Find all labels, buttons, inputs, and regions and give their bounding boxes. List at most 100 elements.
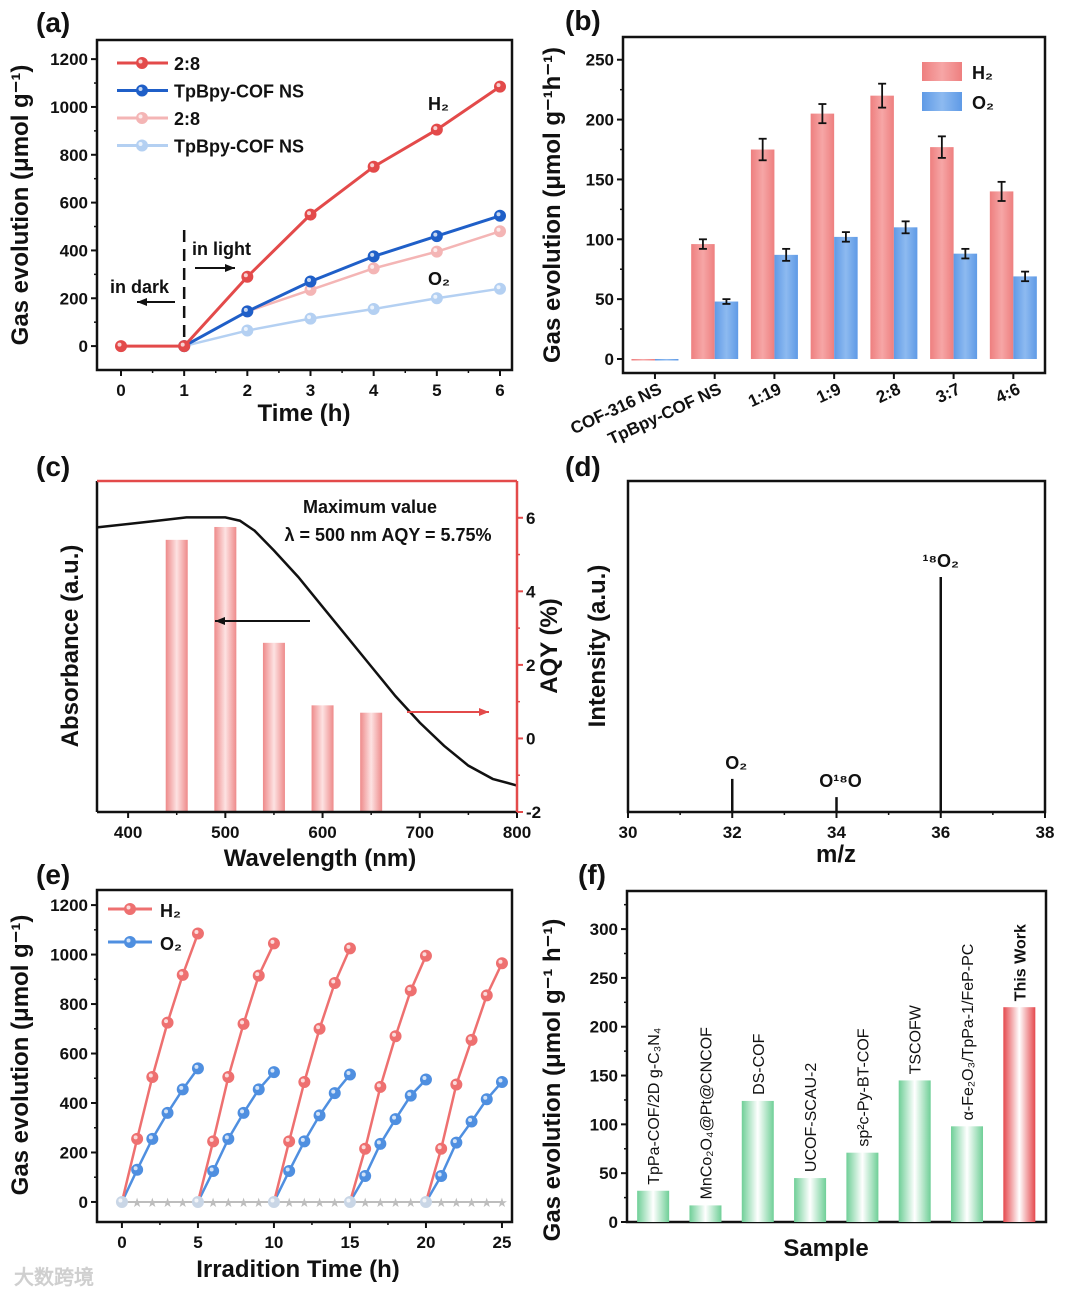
y-tick-label: 300 (590, 920, 618, 939)
data-point-fill (367, 262, 380, 275)
h2-point-fill (389, 1030, 402, 1043)
baseline-star-icon: ★ (435, 1195, 447, 1210)
baseline-star-icon: ★ (253, 1195, 265, 1210)
data-point-fill (493, 209, 506, 222)
y-tick-label: 0 (79, 337, 88, 356)
data-point-fill (493, 225, 506, 238)
annotation-max-value: Maximum value (303, 497, 437, 517)
x-tick-label: 1:19 (745, 379, 784, 411)
h2-point (237, 1017, 250, 1030)
o2-point (389, 1113, 402, 1126)
o2-point-highlight (224, 1135, 229, 1140)
y-axis-title: Gas evolution (μmol g⁻¹ h⁻¹) (539, 919, 566, 1242)
legend-swatch (922, 92, 962, 111)
x-axis-title: m/z (816, 841, 856, 868)
bar-h2 (810, 113, 835, 359)
o2-point-highlight (346, 1198, 351, 1203)
bar-h2 (930, 147, 954, 359)
o2-point-fill (222, 1132, 235, 1145)
h2-point-highlight (194, 930, 199, 935)
x-tick-label: 10 (264, 1233, 283, 1252)
annotation-in-light: in light (192, 239, 251, 259)
h2-point-fill (252, 969, 265, 982)
h2-point (435, 1142, 448, 1155)
x-tick-label: 34 (827, 823, 846, 842)
comparison-bar (846, 1152, 879, 1222)
x-tick-label: 32 (723, 823, 742, 842)
o2-point (115, 1195, 128, 1208)
x-tick-label: 1:9 (814, 379, 844, 407)
o2-point (267, 1066, 280, 1079)
baseline-star-icon: ★ (466, 1195, 478, 1210)
o2-point-highlight (437, 1172, 442, 1177)
data-point (241, 270, 254, 283)
y-tick-label: 50 (595, 290, 614, 309)
data-point-fill (367, 250, 380, 263)
data-point (430, 123, 443, 136)
baseline-star-icon: ★ (359, 1195, 371, 1210)
data-point (493, 225, 506, 238)
data-point (241, 305, 254, 318)
data-point-highlight (496, 227, 501, 232)
data-point-highlight (370, 163, 375, 168)
h2-point-highlight (255, 972, 260, 977)
y-tick-label: 600 (60, 194, 88, 213)
annotation-aqy: λ = 500 nm AQY = 5.75% (284, 525, 491, 545)
peak-label: O₂ (725, 753, 747, 773)
h2-point-highlight (224, 1073, 229, 1078)
o2-point-highlight (407, 1092, 412, 1097)
x-axis-title: Time (h) (258, 400, 351, 427)
legend-marker-highlight (126, 905, 131, 910)
o2-point-highlight (118, 1198, 123, 1203)
h2-point-highlight (270, 939, 275, 944)
o2-point-highlight (194, 1064, 199, 1069)
data-point-fill (430, 292, 443, 305)
x-tick-label: 600 (308, 823, 336, 842)
baseline-star-icon: ★ (177, 1195, 189, 1210)
o2-point (450, 1136, 463, 1149)
o2-point-highlight (164, 1109, 169, 1114)
data-point (115, 340, 128, 353)
legend-label: 2:8 (174, 54, 200, 74)
data-point-highlight (307, 278, 312, 283)
legend-label: O₂ (160, 934, 182, 954)
plot-frame-e (95, 888, 514, 1224)
bar-o2 (714, 301, 739, 359)
o2-point (191, 1062, 204, 1075)
legend-marker-fill (136, 112, 148, 124)
h2-point-highlight (300, 1078, 305, 1083)
legend-label: H₂ (972, 63, 993, 83)
data-point (241, 324, 254, 337)
comparison-bar (637, 1190, 670, 1222)
peak-label: ¹⁸O₂ (922, 551, 959, 571)
data-point-highlight (370, 252, 375, 257)
x-tick-label: 5 (432, 381, 441, 400)
o2-point-highlight (468, 1118, 473, 1123)
o2-point-fill (313, 1109, 326, 1122)
y-tick-label: 250 (590, 969, 618, 988)
h2-point (480, 989, 493, 1002)
data-point (304, 312, 317, 325)
h2-point-highlight (407, 986, 412, 991)
o2-point-fill (207, 1165, 220, 1178)
h2-point-highlight (164, 1019, 169, 1024)
h2-point-fill (435, 1142, 448, 1155)
data-point (430, 230, 443, 243)
data-point-fill (178, 340, 191, 353)
aqy-bar (262, 642, 285, 812)
o2-point (495, 1075, 508, 1088)
data-point-highlight (243, 273, 248, 278)
o2-point (465, 1115, 478, 1128)
panel-label-e: (e) (36, 859, 70, 890)
o2-point (313, 1109, 326, 1122)
data-point-fill (241, 270, 254, 283)
x-tick-label: 30 (619, 823, 638, 842)
bar-o2 (834, 236, 858, 359)
h2-point-fill (298, 1075, 311, 1088)
x-tick-label: 3 (306, 381, 315, 400)
data-point-fill (430, 230, 443, 243)
right-y-tick-label: 6 (526, 509, 535, 528)
bar-label: TpPa-COF/2D g-C₃N₄ (646, 1028, 663, 1185)
data-point-highlight (243, 327, 248, 332)
y-tick-label: 200 (586, 111, 614, 130)
